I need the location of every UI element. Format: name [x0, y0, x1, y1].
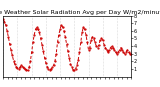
Title: Milwaukee Weather Solar Radiation Avg per Day W/m2/minute: Milwaukee Weather Solar Radiation Avg pe… [0, 10, 160, 15]
